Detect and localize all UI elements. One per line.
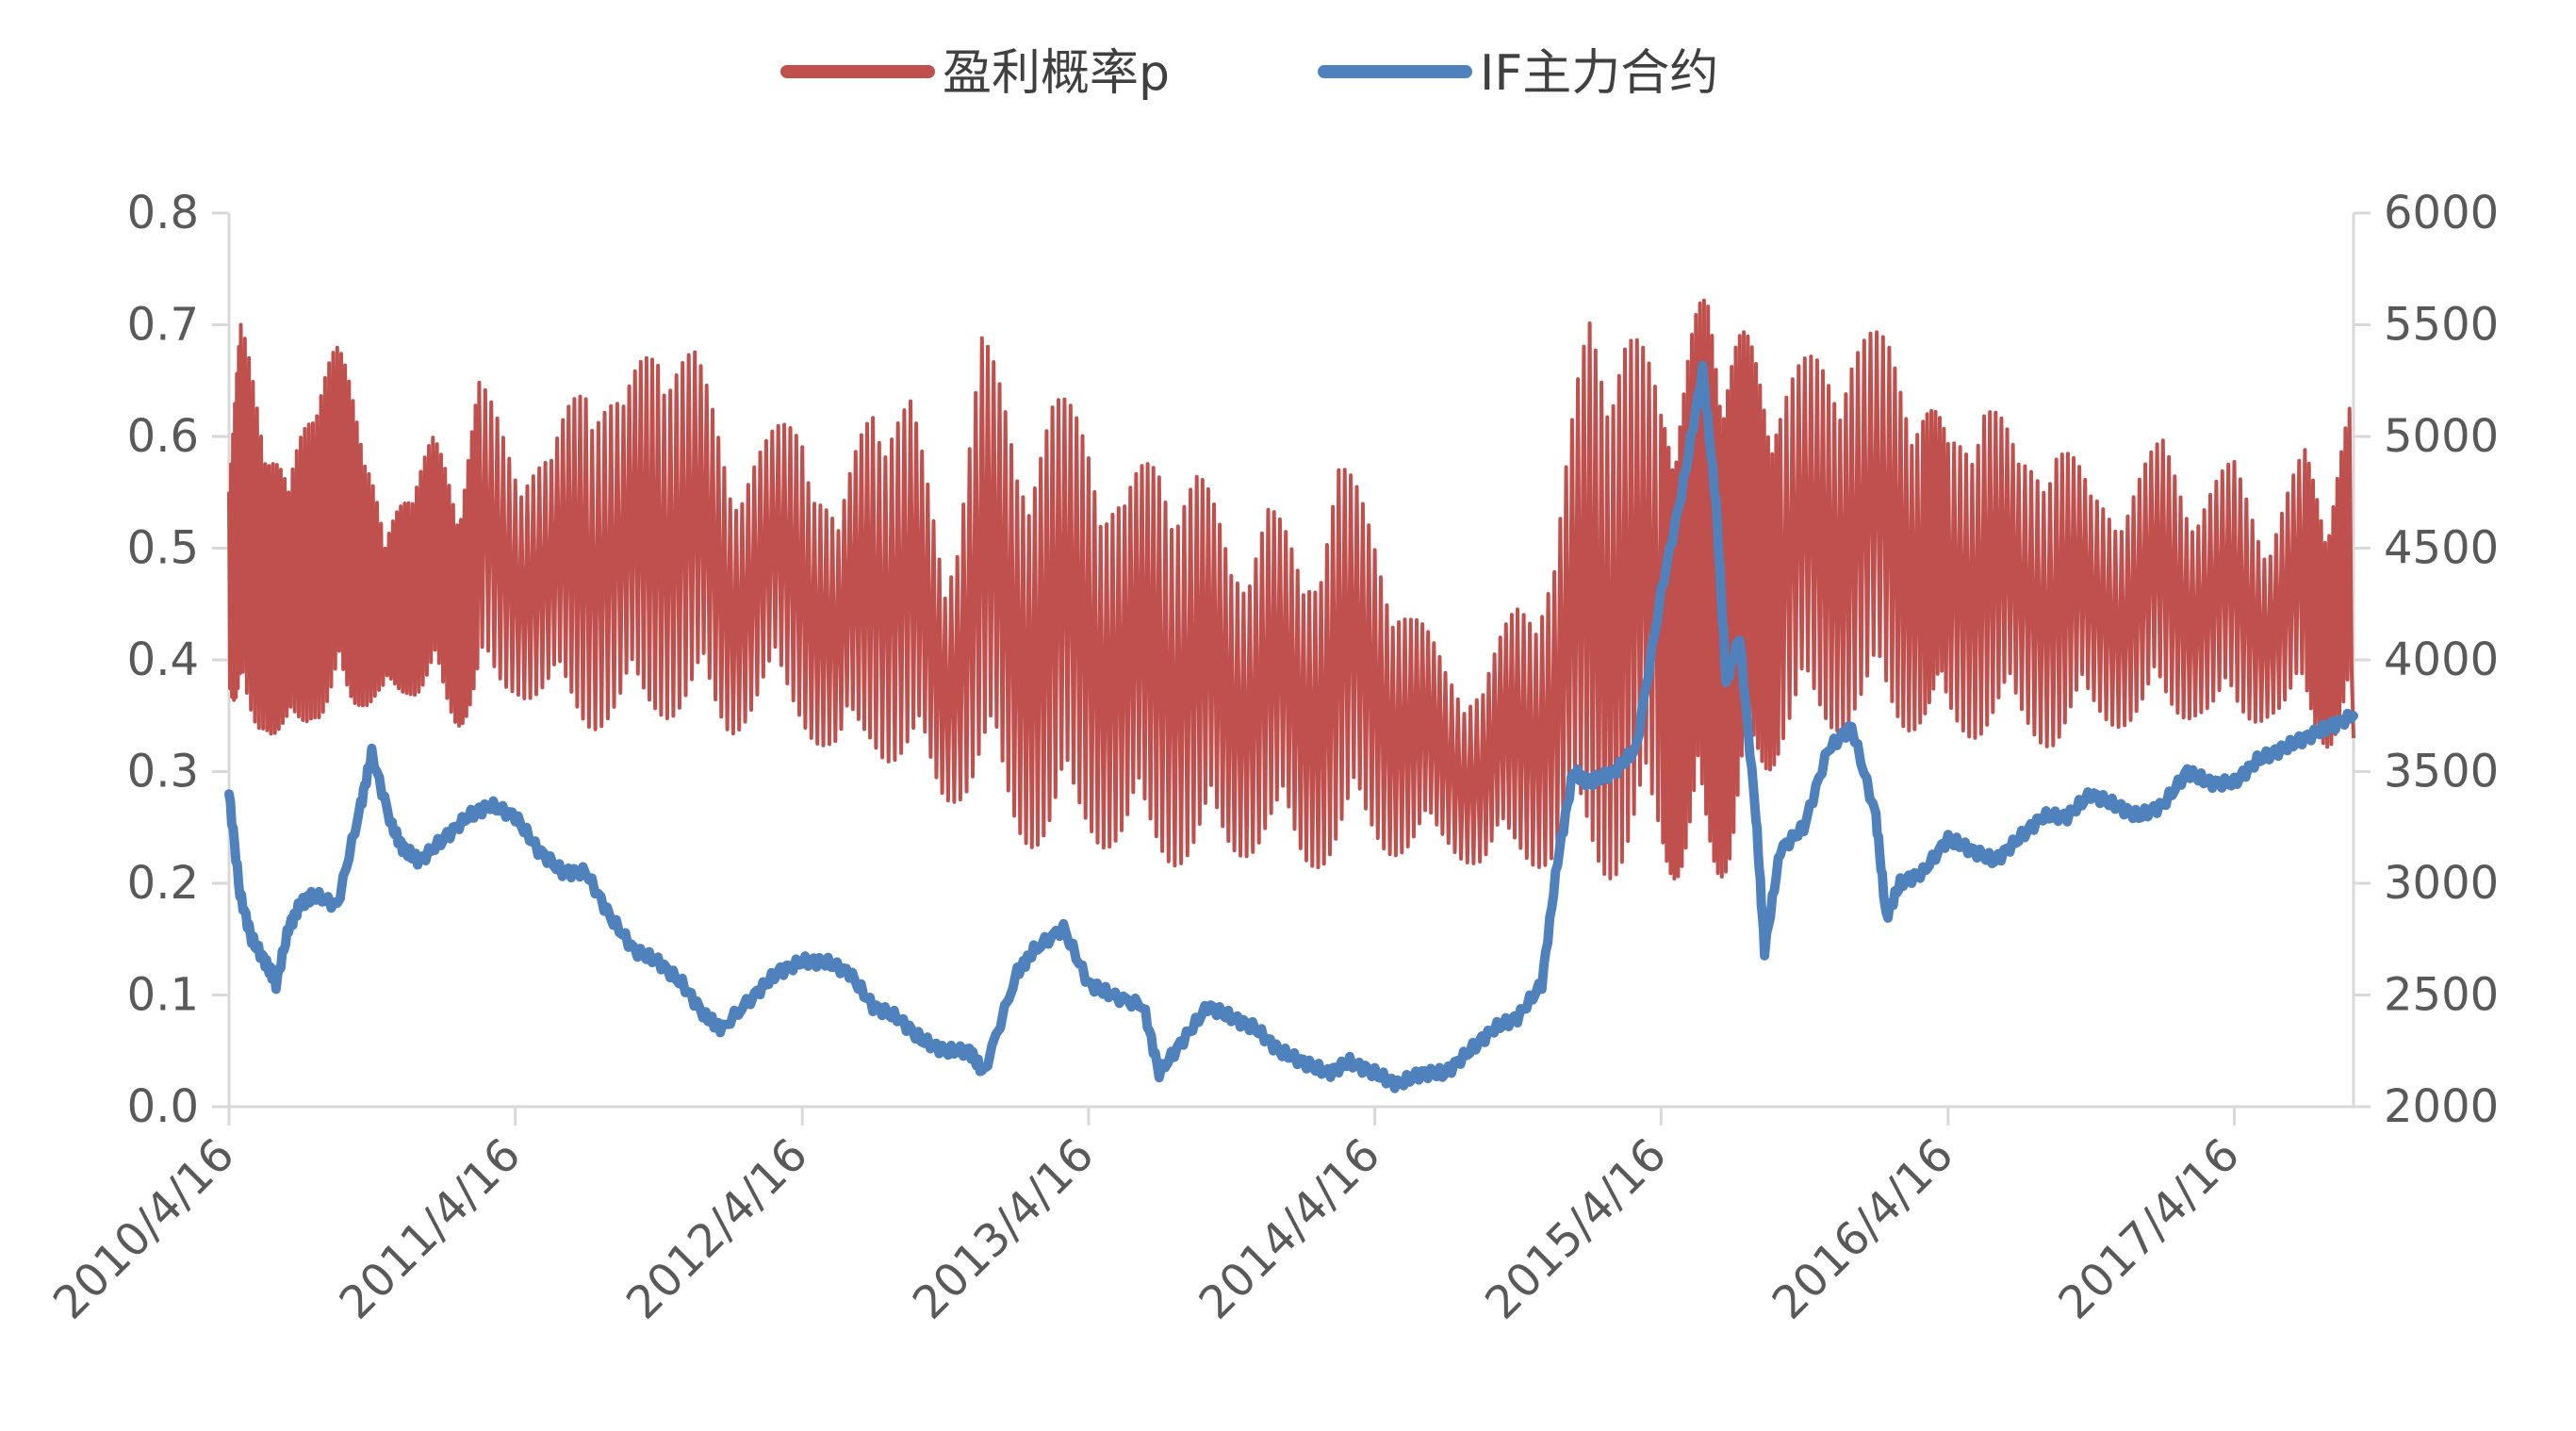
y-left-tick-label: 0.7: [127, 299, 199, 352]
x-tick-label: 2013/4/16: [903, 1128, 1105, 1330]
y-right-tick-label: 6000: [2384, 187, 2499, 239]
y-left-tick-label: 0.1: [127, 969, 199, 1022]
y-right-tick-label: 5500: [2384, 299, 2499, 352]
series-line-profit-probability: [227, 298, 2355, 881]
y-left-tick-label: 0.6: [127, 410, 199, 463]
y-left-tick-label: 0.0: [127, 1080, 199, 1133]
y-left-tick-label: 0.3: [127, 746, 199, 798]
y-left-tick-label: 0.4: [127, 633, 199, 686]
series-if-main-contract: [224, 360, 2358, 1094]
legend-label-if-main-contract: IF主力合约: [1480, 45, 1718, 102]
legend: 盈利概率p IF主力合约: [780, 45, 1718, 102]
series-profit-probability: [227, 298, 2355, 881]
x-tick-label: 2012/4/16: [616, 1128, 818, 1330]
legend-item-profit-probability: 盈利概率p: [780, 45, 1170, 102]
x-tick-label: 2014/4/16: [1189, 1128, 1390, 1330]
x-tick-label: 2015/4/16: [1475, 1128, 1677, 1330]
y-right-tick-label: 2500: [2384, 969, 2499, 1022]
y-left-tick-label: 0.5: [127, 522, 199, 575]
legend-label-profit-probability: 盈利概率p: [943, 45, 1170, 102]
legend-item-if-main-contract: IF主力合约: [1318, 45, 1718, 102]
x-tick-label: 2017/4/16: [2048, 1128, 2250, 1330]
y-right-tick-label: 3500: [2384, 746, 2499, 798]
x-tick-label: 2010/4/16: [43, 1128, 245, 1330]
y-right-tick-label: 4500: [2384, 522, 2499, 575]
y-right-tick-label: 5000: [2384, 410, 2499, 463]
series-line-if-main-contract: [224, 360, 2358, 1094]
y-right-tick-label: 3000: [2384, 857, 2499, 910]
x-tick-label: 2011/4/16: [330, 1128, 532, 1330]
y-right-tick-label: 4000: [2384, 633, 2499, 686]
y-right-tick-label: 2000: [2384, 1080, 2499, 1133]
y-left-tick-label: 0.8: [127, 187, 199, 239]
x-tick-label: 2016/4/16: [1763, 1128, 1964, 1330]
y-left-tick-label: 0.2: [127, 857, 199, 910]
